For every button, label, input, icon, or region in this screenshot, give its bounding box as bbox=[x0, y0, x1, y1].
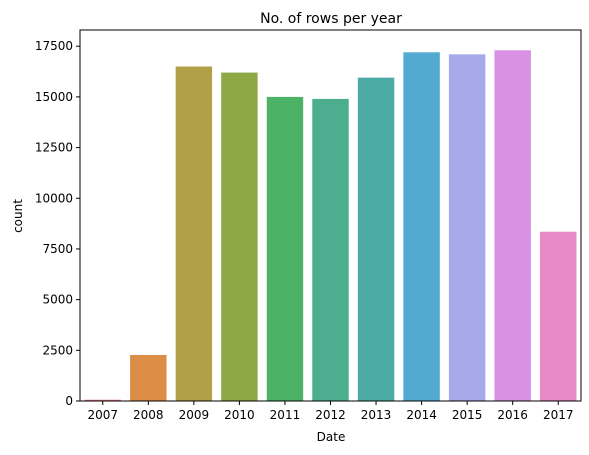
x-axis: 2007 2008 2009 2010 2011 2012 2013 2014 2015 2016… bbox=[87, 401, 573, 422]
y-tick-label-2500: 2500 bbox=[42, 343, 73, 357]
bars-group bbox=[85, 50, 577, 401]
x-axis-label: Date bbox=[317, 430, 346, 444]
x-tick-label-2017: 2017 bbox=[543, 408, 574, 422]
x-tick-label-2009: 2009 bbox=[179, 408, 210, 422]
bar-2017 bbox=[540, 232, 576, 401]
y-tick-label-15000: 15000 bbox=[35, 90, 73, 104]
bar-2015 bbox=[449, 54, 485, 401]
y-tick-label-12500: 12500 bbox=[35, 141, 73, 155]
chart-title: No. of rows per year bbox=[260, 11, 402, 27]
bar-2011 bbox=[267, 97, 303, 401]
x-tick-label-2008: 2008 bbox=[133, 408, 164, 422]
bar-2010 bbox=[221, 73, 257, 401]
y-axis-label: count bbox=[11, 199, 25, 233]
bar-2013 bbox=[358, 78, 394, 401]
y-tick-label-17500: 17500 bbox=[35, 39, 73, 53]
bar-2014 bbox=[403, 52, 439, 401]
bar-2016 bbox=[494, 50, 530, 401]
x-tick-label-2012: 2012 bbox=[315, 408, 346, 422]
bar-2008 bbox=[130, 355, 166, 401]
bar-2012 bbox=[312, 99, 348, 401]
x-tick-label-2007: 2007 bbox=[87, 408, 118, 422]
y-tick-label-7500: 7500 bbox=[42, 242, 73, 256]
x-tick-label-2013: 2013 bbox=[361, 408, 392, 422]
x-tick-label-2015: 2015 bbox=[452, 408, 483, 422]
x-tick-label-2014: 2014 bbox=[406, 408, 437, 422]
y-tick-label-10000: 10000 bbox=[35, 191, 73, 205]
x-tick-label-2010: 2010 bbox=[224, 408, 255, 422]
x-tick-label-2011: 2011 bbox=[270, 408, 301, 422]
y-tick-label-5000: 5000 bbox=[42, 293, 73, 307]
bar-2009 bbox=[176, 66, 212, 401]
y-axis: 0 2500 5000 7500 10000 12500 15000 17500 bbox=[35, 39, 80, 408]
y-tick-label-0: 0 bbox=[65, 394, 73, 408]
x-tick-label-2016: 2016 bbox=[497, 408, 528, 422]
